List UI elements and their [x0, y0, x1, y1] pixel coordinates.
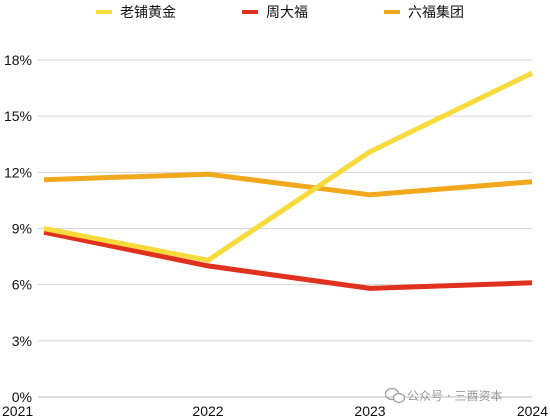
y-tick-label: 9%: [12, 221, 32, 237]
x-tick-label: 2021: [2, 403, 33, 419]
legend-label: 六福集团: [408, 4, 464, 21]
watermark-text: 公众号 · 三酉资本: [407, 389, 502, 403]
series-line-1: [43, 70, 534, 263]
series-line-3: [43, 171, 533, 198]
y-axis-tick-labels: 0% 3% 6% 9% 12% 15% 18%: [4, 52, 32, 405]
y-tick-label: 15%: [4, 108, 32, 124]
wechat-icon: [384, 387, 406, 404]
y-tick-label: 0%: [12, 389, 32, 405]
series-lines: [43, 70, 534, 291]
x-tick-label: 2023: [354, 403, 385, 419]
y-tick-label: 12%: [4, 164, 32, 180]
x-axis-tick-labels: 2021 2022 2023 2024: [2, 403, 548, 419]
legend-label: 老铺黄金: [120, 4, 176, 21]
watermark: 公众号 · 三酉资本: [384, 387, 502, 404]
x-tick-label: 2024: [517, 403, 548, 419]
y-tick-label: 3%: [12, 333, 32, 349]
series-line-2: [43, 229, 533, 291]
x-tick-label: 2022: [192, 403, 223, 419]
legend-label: 周大福: [266, 5, 308, 21]
y-tick-label: 18%: [4, 52, 32, 68]
y-tick-label: 6%: [12, 277, 32, 293]
gridlines: [38, 59, 532, 398]
legend: 老铺黄金 周大福 六福集团: [96, 4, 464, 21]
